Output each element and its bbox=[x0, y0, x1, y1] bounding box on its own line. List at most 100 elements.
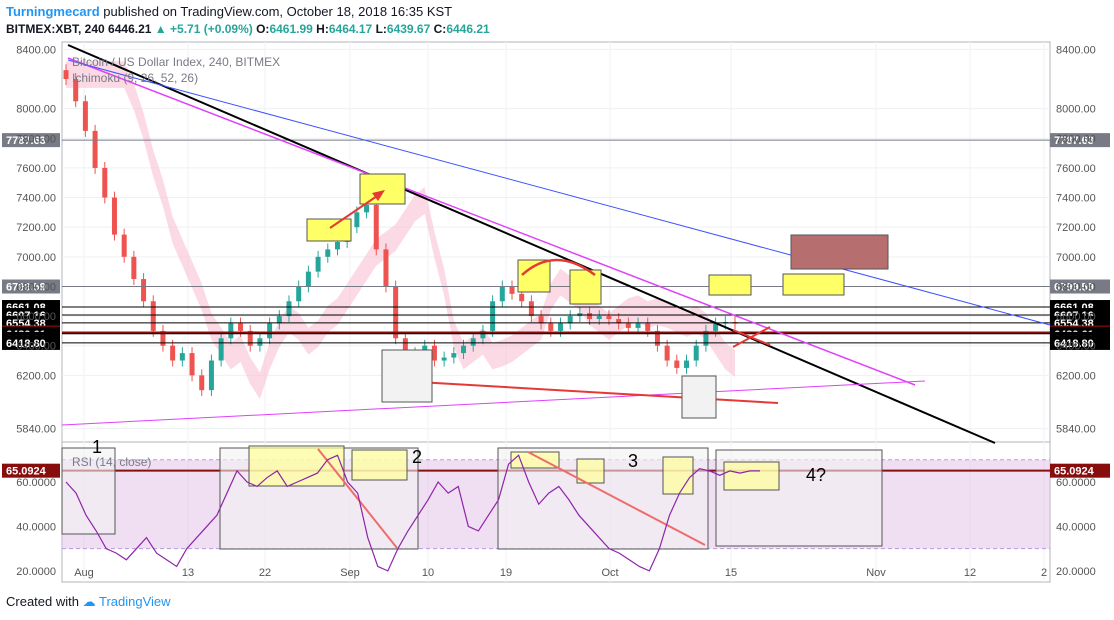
candle-body bbox=[63, 70, 69, 80]
indicator-label: Ichimoku (9, 26, 52, 26) bbox=[72, 71, 198, 85]
candle-body bbox=[490, 301, 496, 331]
chart-header-title: Turningmecard published on TradingView.c… bbox=[6, 4, 452, 19]
price-label: 7787.63 bbox=[1054, 135, 1094, 147]
y-tick-label: 6600.00 bbox=[16, 311, 56, 323]
author-link[interactable]: Turningmecard bbox=[6, 4, 100, 19]
y-tick-label: 6800.00 bbox=[16, 281, 56, 293]
chart-title: Bitcoin / US Dollar Index, 240, BITMEX bbox=[72, 55, 280, 69]
rsi-yellow-box bbox=[662, 456, 694, 495]
rsi-region-label: 1 bbox=[92, 437, 102, 457]
candle-body bbox=[713, 323, 719, 331]
created-with: Created with bbox=[6, 594, 79, 609]
y-tick-label: 7600.00 bbox=[1056, 163, 1096, 175]
candle-body bbox=[684, 360, 690, 368]
y-tick-label: 8000.00 bbox=[16, 104, 56, 116]
published-text: published on TradingView.com, October 18… bbox=[103, 4, 453, 19]
candle-body bbox=[703, 330, 709, 346]
candle-body bbox=[528, 301, 534, 317]
y-tick-label: 6200.00 bbox=[16, 370, 56, 382]
x-tick-label: 13 bbox=[182, 567, 194, 579]
y-tick-label: 5840.00 bbox=[1056, 424, 1096, 436]
candle-body bbox=[441, 357, 447, 361]
rsi-tick-label: 40.0000 bbox=[1056, 521, 1096, 533]
candle-body bbox=[102, 167, 108, 198]
candle-body bbox=[519, 293, 525, 302]
candle-body bbox=[470, 338, 476, 346]
horizontal-levels: 7787.637787.636799.596799.596661.086661.… bbox=[2, 133, 1110, 478]
rsi-title: RSI (14, close) bbox=[72, 455, 151, 469]
rsi-region-label: 4? bbox=[806, 465, 826, 485]
price-label: 6418.80 bbox=[6, 338, 46, 350]
price-label: 7787.63 bbox=[6, 135, 46, 147]
rsi-current-label: 65.0924 bbox=[6, 466, 47, 478]
red-cross-line bbox=[732, 329, 771, 346]
price-label-bg bbox=[2, 279, 60, 294]
close-label: C: bbox=[433, 22, 447, 36]
rsi-label-bg bbox=[2, 463, 60, 478]
candle-body bbox=[305, 271, 311, 287]
price-label-bg bbox=[2, 133, 60, 148]
y-tick-label: 7400.00 bbox=[16, 193, 56, 205]
y-tick-label: 7200.00 bbox=[1056, 222, 1096, 234]
rsi-line bbox=[65, 454, 760, 572]
candle-body bbox=[567, 316, 573, 324]
y-tick-label: 7400.00 bbox=[1056, 193, 1096, 205]
candle-body bbox=[150, 301, 156, 331]
candle-body bbox=[276, 316, 282, 324]
x-tick-label: 10 bbox=[422, 567, 434, 579]
symbol-label: BITMEX:XBT, 240 bbox=[6, 22, 105, 36]
y-tick-label: 8400.00 bbox=[1056, 44, 1096, 56]
axes: 5840.00 5840.00 6200.00 6200.00 6400.00 6400.… bbox=[16, 44, 1096, 579]
candle-body bbox=[286, 301, 292, 317]
red-divergence-line bbox=[417, 381, 779, 404]
x-tick-label: Nov bbox=[866, 567, 886, 579]
candle-body bbox=[141, 279, 147, 302]
candle-body bbox=[334, 242, 340, 250]
price-label-bg bbox=[2, 335, 60, 350]
y-tick-label: 6400.00 bbox=[1056, 341, 1096, 353]
candle-body bbox=[557, 323, 563, 331]
target-box bbox=[790, 234, 889, 270]
rsi-current-label: 65.0924 bbox=[1054, 466, 1095, 478]
rsi-yellow-box bbox=[351, 449, 408, 481]
y-tick-label: 6200.00 bbox=[1056, 370, 1096, 382]
candle-body bbox=[92, 130, 98, 168]
rsi-tick-label: 40.0000 bbox=[16, 521, 56, 533]
blue-trendline bbox=[67, 59, 1051, 326]
candle-body bbox=[111, 197, 117, 235]
candle-body bbox=[393, 286, 399, 339]
candle-body bbox=[606, 316, 612, 320]
candle-body bbox=[461, 345, 467, 354]
candle-body bbox=[82, 101, 88, 131]
y-tick-label: 6600.00 bbox=[1056, 311, 1096, 323]
x-tick-label: Sep bbox=[340, 567, 360, 579]
yellow-box bbox=[782, 273, 845, 296]
candle-body bbox=[315, 256, 321, 272]
candle-body bbox=[257, 338, 263, 346]
candle-body bbox=[402, 338, 408, 361]
candle-body bbox=[431, 345, 437, 361]
yellow-box bbox=[359, 173, 406, 205]
y-tick-label: 7200.00 bbox=[16, 222, 56, 234]
candle-body bbox=[625, 323, 631, 328]
rsi-tick-label: 60.0000 bbox=[16, 477, 56, 489]
x-tick-label: 22 bbox=[259, 567, 271, 579]
rsi-region-label: 3 bbox=[628, 451, 638, 471]
tradingview-link[interactable]: TradingView bbox=[99, 594, 171, 609]
gray-box bbox=[381, 349, 433, 403]
rsi-region-label: 2 bbox=[412, 447, 422, 467]
y-tick-label: 7800.00 bbox=[1056, 133, 1096, 145]
rsi-tick-label: 20.0000 bbox=[1056, 566, 1096, 578]
footer: Created with ☁ TradingView bbox=[6, 594, 171, 610]
candle-body bbox=[131, 256, 137, 280]
candle-body bbox=[587, 313, 593, 320]
y-tick-label: 7000.00 bbox=[16, 252, 56, 264]
open-label: O: bbox=[256, 22, 270, 36]
high-label: H: bbox=[316, 22, 329, 36]
candle-body bbox=[480, 330, 486, 339]
candle-body bbox=[654, 330, 660, 346]
price-change: +5.71 (+0.09%) bbox=[170, 22, 253, 36]
price-label: 6799.59 bbox=[6, 282, 46, 294]
price-label-bg bbox=[1050, 279, 1110, 294]
